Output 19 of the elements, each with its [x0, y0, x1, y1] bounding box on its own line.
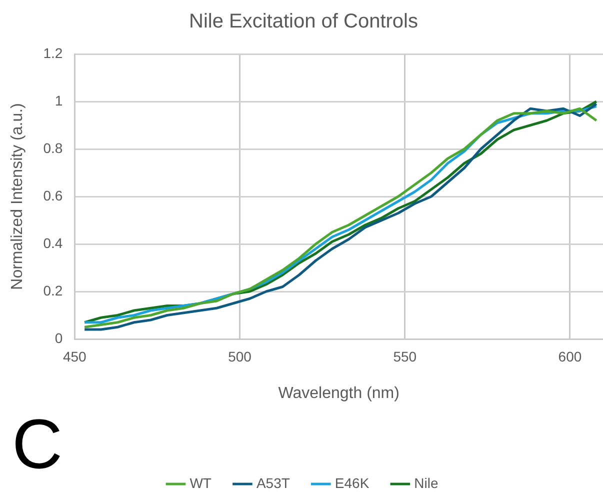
- text: C: [12, 405, 63, 483]
- y-tick-label: 0.8: [43, 140, 63, 156]
- x-axis-title: Wavelength (nm): [278, 384, 400, 402]
- y-tick-label: 0.2: [43, 282, 63, 298]
- y-tick-label: 1.2: [43, 44, 63, 61]
- legend-label: Nile: [414, 474, 439, 491]
- y-tick-label: 1: [54, 92, 63, 108]
- chart-title: Nile Excitation of Controls: [189, 10, 418, 33]
- x-tick-label: 500: [228, 348, 252, 364]
- x-tick-label: 450: [62, 348, 87, 364]
- y-tick-label: 0.4: [43, 234, 63, 251]
- x-tick-label: 550: [393, 348, 417, 364]
- legend-label: A53T: [256, 474, 290, 491]
- legend-label: E46K: [334, 474, 370, 491]
- y-tick-label: 0: [54, 330, 63, 346]
- x-tick-label: 600: [558, 348, 582, 364]
- legend-label: WT: [190, 474, 212, 491]
- y-tick-label: 0.6: [43, 187, 63, 204]
- y-axis-title: Normalized Intensity (a.u.): [9, 103, 26, 290]
